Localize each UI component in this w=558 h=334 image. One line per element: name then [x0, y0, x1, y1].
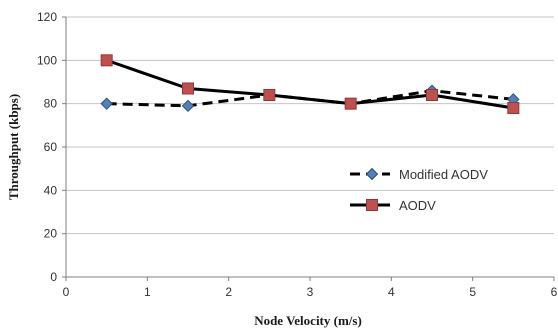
- x-tick-label: 3: [307, 285, 314, 299]
- y-tick-label: 80: [44, 97, 58, 111]
- gridlines: [66, 16, 554, 235]
- y-axis-title: Throughput (kbps): [6, 94, 21, 200]
- series-line-aodv: [106, 58, 514, 110]
- legend-label: Modified AODV: [399, 167, 488, 182]
- legend-label: AODV: [399, 198, 436, 213]
- data-point-aodv: [100, 54, 113, 67]
- x-tick-label: 4: [388, 285, 395, 299]
- data-point-modified-aodv: [100, 97, 113, 110]
- data-point-aodv: [182, 82, 194, 95]
- data-point-aodv: [426, 89, 438, 101]
- x-tick-label: 1: [144, 285, 151, 299]
- data-point-aodv: [344, 97, 357, 110]
- axes: [62, 16, 555, 281]
- x-tick-label: 5: [469, 285, 476, 299]
- y-tick-label: 40: [44, 183, 58, 197]
- x-tick-labels: 0 1 2 3 4 5 6: [63, 285, 558, 299]
- x-tick-label: 2: [225, 285, 232, 299]
- data-point-aodv: [263, 89, 276, 101]
- y-tick-label: 20: [44, 227, 58, 241]
- x-tick-label: 6: [551, 285, 558, 299]
- x-axis-title: Node Velocity (m/s): [254, 313, 362, 328]
- y-tick-labels: 0 20 40 60 80 100 120: [37, 10, 57, 284]
- legend-marker: [365, 167, 379, 181]
- legend: Modified AODV AODV: [350, 167, 488, 213]
- y-tick-label: 100: [37, 53, 57, 67]
- legend-item-modified-aodv: Modified AODV: [350, 167, 488, 182]
- legend-item-aodv: AODV: [350, 198, 436, 213]
- series-line-modified-aodv: [106, 89, 514, 108]
- y-tick-label: 0: [50, 270, 57, 284]
- legend-marker: [366, 199, 378, 211]
- y-tick-label: 120: [37, 10, 57, 24]
- data-point-modified-aodv: [181, 99, 195, 113]
- data-point-aodv: [507, 102, 520, 114]
- series-markers: [100, 54, 520, 114]
- x-tick-label: 0: [63, 285, 70, 299]
- series-lines: [106, 58, 514, 110]
- y-tick-label: 60: [44, 140, 58, 154]
